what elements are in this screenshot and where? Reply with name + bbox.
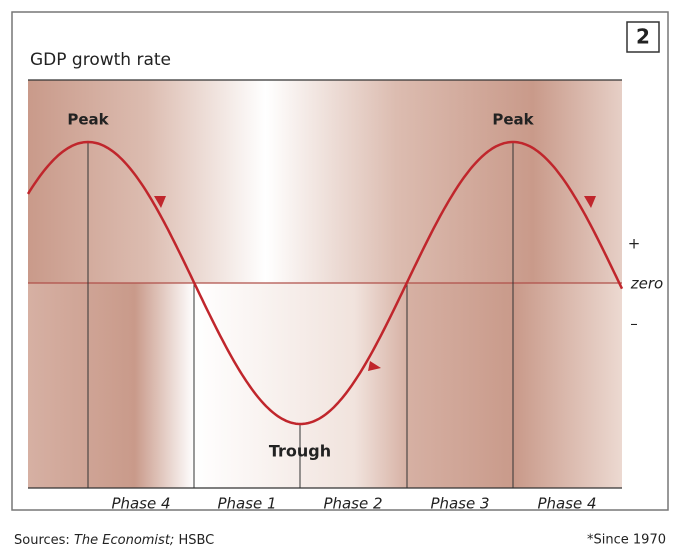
badge-box <box>626 21 660 53</box>
plus-label: + <box>628 235 641 253</box>
phase-label: Phase 4 <box>537 495 596 513</box>
peak-label: Peak <box>492 111 534 129</box>
cycle-curve <box>26 140 624 426</box>
zero-label: zero <box>630 275 663 293</box>
phase-labels: Phase 4 Phase 1 Phase 2 Phase 3 Phase 4 <box>111 495 596 513</box>
sources-label: Sources: <box>14 533 70 548</box>
lower-zone <box>28 283 622 488</box>
sources: Sources: The Economist; HSBC <box>14 533 214 548</box>
arrows <box>154 196 596 371</box>
phase-label: Phase 1 <box>217 495 276 513</box>
phase-label: Phase 3 <box>430 495 489 513</box>
upper-zone <box>28 80 622 283</box>
badge: 2 <box>636 25 650 49</box>
sources-italic: The Economist; <box>74 533 174 548</box>
title: GDP growth rate <box>30 50 171 70</box>
phase-dividers <box>87 142 514 488</box>
minus-label: – <box>630 315 638 333</box>
phase-label: Phase 2 <box>323 495 382 513</box>
trough-label: Trough <box>269 442 331 461</box>
phase-label: Phase 4 <box>111 495 170 513</box>
note: *Since 1970 <box>587 533 666 548</box>
peak-label: Peak <box>67 111 109 129</box>
sources-rest: HSBC <box>178 533 214 548</box>
